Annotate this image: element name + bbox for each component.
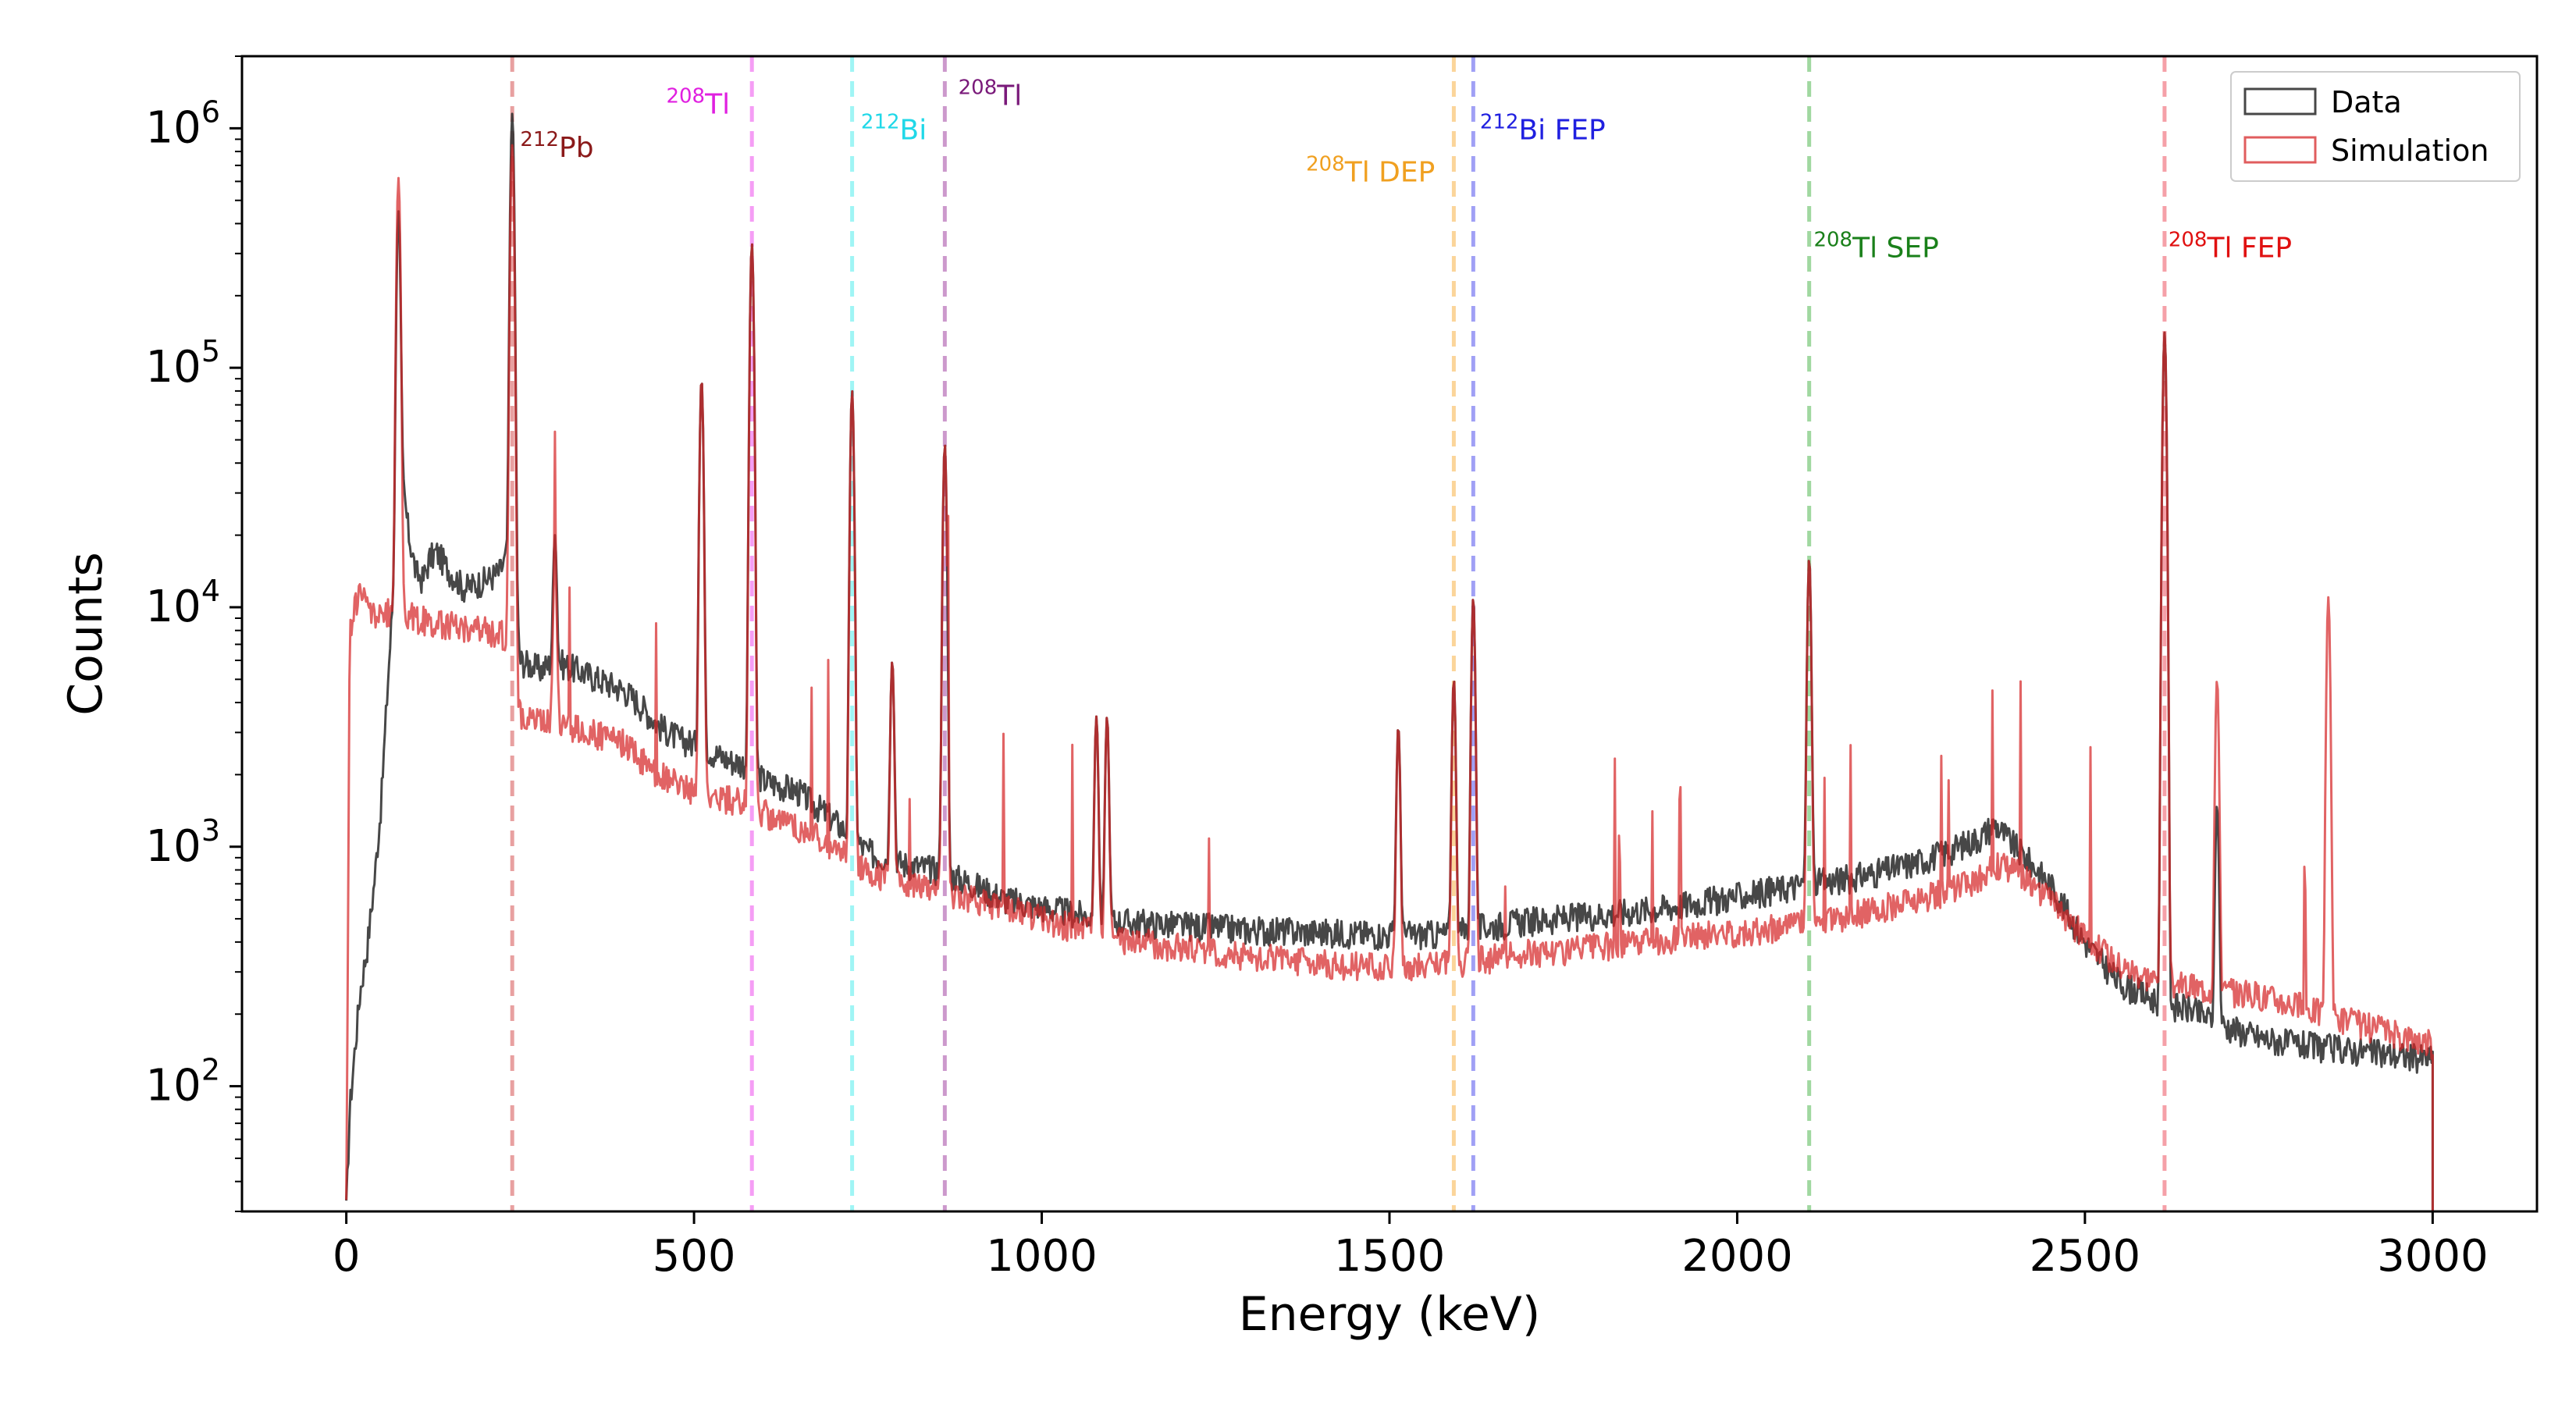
legend: Data Simulation: [2230, 71, 2521, 182]
peak-label: 212Bi FEP: [1480, 110, 1606, 146]
x-tick-label: 2500: [2030, 1231, 2141, 1282]
x-tick-label: 0: [333, 1231, 361, 1282]
y-tick-label: 104: [146, 574, 220, 632]
x-axis: 0 500 1000 1500 2000 2500 3000: [333, 1211, 2489, 1282]
series-line-data: [345, 112, 2434, 1211]
y-tick-label: 106: [146, 94, 220, 153]
y-tick-label: 102: [146, 1053, 220, 1112]
peak-label: 208Tl DEP: [1306, 152, 1435, 188]
peak-label: 212Bi: [861, 110, 927, 146]
legend-swatch-data: [2243, 87, 2317, 116]
legend-label-data: Data: [2331, 85, 2402, 119]
y-tick-label: 105: [146, 334, 220, 393]
y-tick-label: 103: [146, 813, 220, 872]
legend-box: [2230, 71, 2521, 182]
x-tick-label: 1500: [1334, 1231, 1446, 1282]
x-tick-label: 500: [653, 1231, 736, 1282]
x-tick-label: 1000: [986, 1231, 1098, 1282]
peak-label: 212Pb: [520, 128, 593, 164]
reference-lines: [510, 56, 2167, 1211]
x-axis-title: Energy (keV): [1239, 1287, 1541, 1342]
peak-label: 208Tl SEP: [1813, 228, 1938, 264]
y-axis: 102 103 104 105 106: [146, 55, 242, 1212]
series-line-simulation: [345, 144, 2434, 1211]
peak-labels: 212Pb 208Tl 212Bi 208Tl 208Tl DEP 212Bi FEP 20…: [520, 76, 2292, 265]
legend-label-simulation: Simulation: [2331, 133, 2489, 168]
y-axis-title: Counts: [59, 552, 113, 715]
legend-swatch-simulation: [2243, 136, 2317, 164]
peak-label: 208Tl: [666, 85, 730, 121]
x-tick-label: 3000: [2377, 1231, 2489, 1282]
x-tick-label: 2000: [1681, 1231, 1793, 1282]
series-layer: [345, 112, 2434, 1211]
peak-label: 208Tl FEP: [2169, 228, 2292, 264]
peak-label: 208Tl: [959, 76, 1023, 112]
